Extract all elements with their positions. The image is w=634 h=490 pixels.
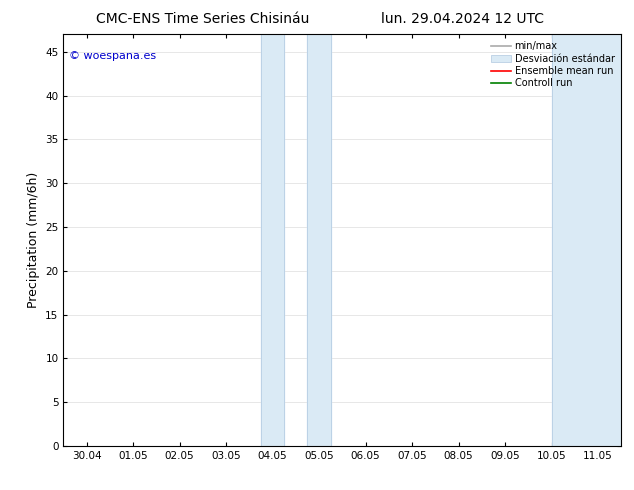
Y-axis label: Precipitation (mm/6h): Precipitation (mm/6h) — [27, 172, 40, 308]
Text: © woespana.es: © woespana.es — [69, 51, 156, 61]
Bar — [261, 34, 284, 446]
Text: lun. 29.04.2024 12 UTC: lun. 29.04.2024 12 UTC — [381, 12, 545, 26]
Text: CMC-ENS Time Series Chisináu: CMC-ENS Time Series Chisináu — [96, 12, 309, 26]
Bar — [307, 34, 331, 446]
Legend: min/max, Desviación estándar, Ensemble mean run, Controll run: min/max, Desviación estándar, Ensemble m… — [489, 39, 616, 90]
Bar — [552, 34, 621, 446]
